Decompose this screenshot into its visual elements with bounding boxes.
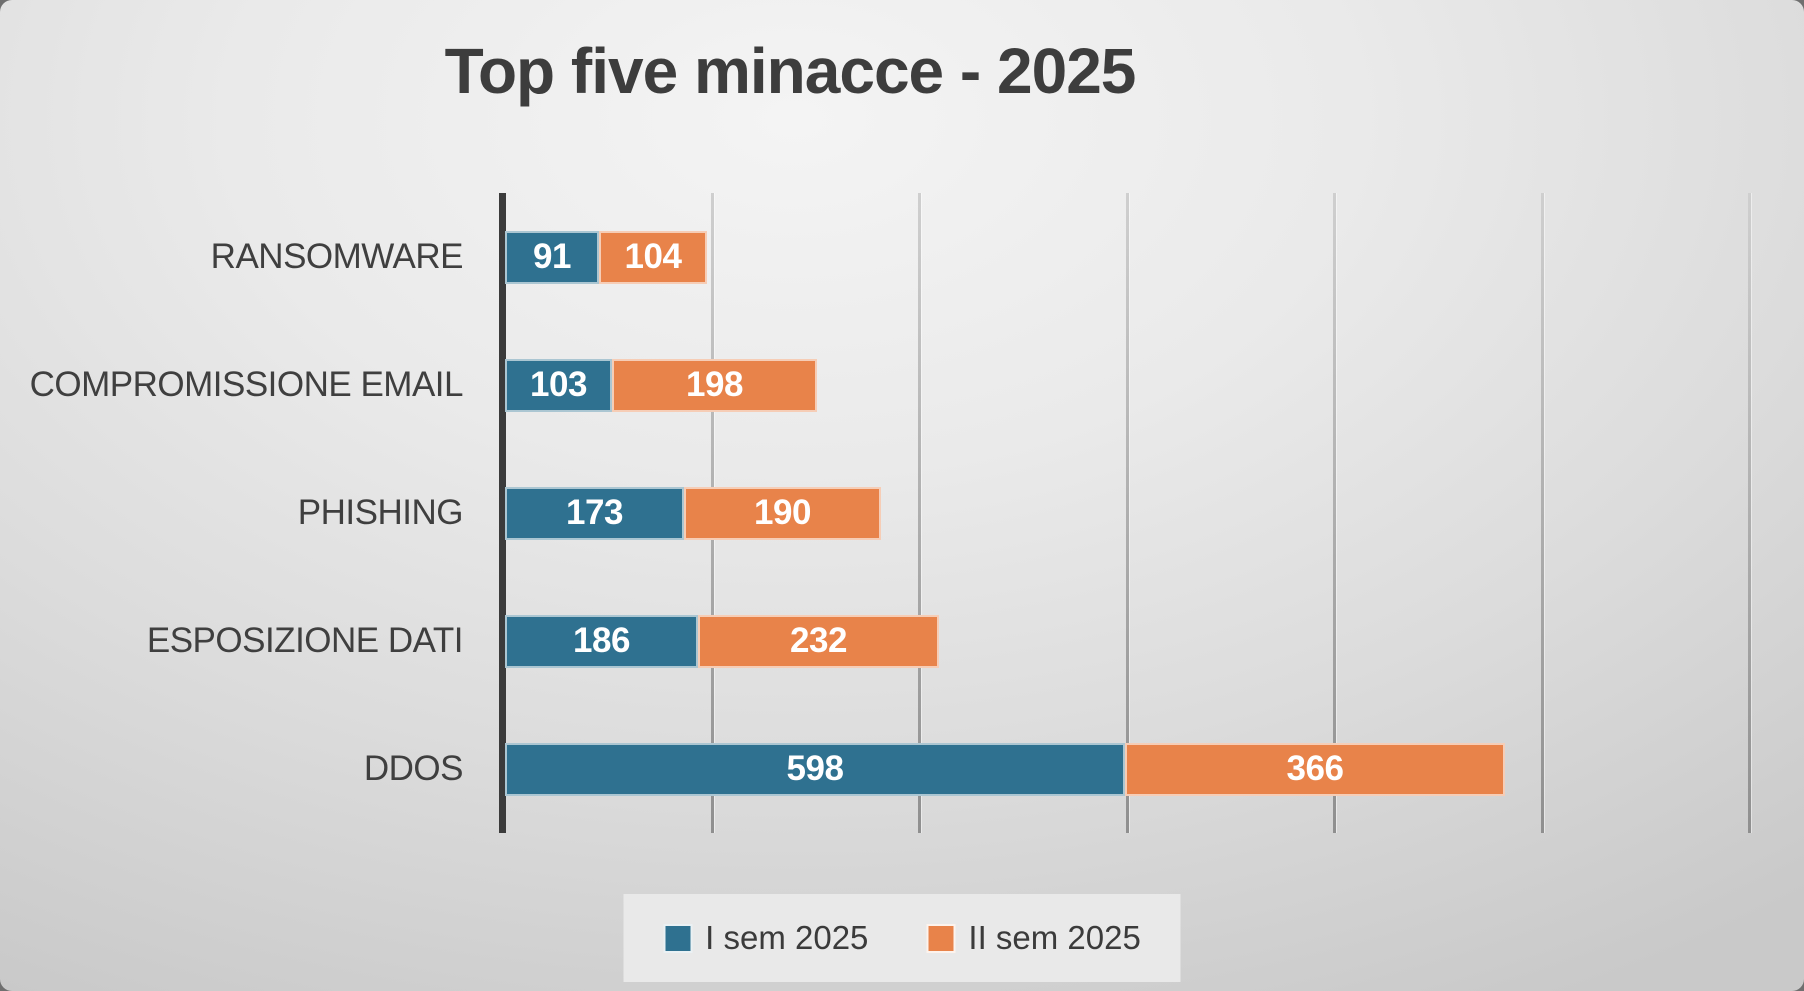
gridline-400 xyxy=(918,193,921,833)
gridline-600 xyxy=(1125,193,1129,833)
category-label: COMPROMISSIONE EMAIL xyxy=(29,365,464,404)
category-label: RANSOMWARE xyxy=(210,237,464,276)
bar-row: 173 190 xyxy=(505,486,881,540)
gridline-1200 xyxy=(1748,193,1751,833)
bar-value-label: 173 xyxy=(566,493,623,532)
bar-segment-series-1: 91 xyxy=(505,230,599,284)
gridline-1000 xyxy=(1540,193,1544,833)
gridline-800 xyxy=(1333,193,1336,833)
bar-segment-series-1: 103 xyxy=(505,358,612,412)
chart-title: Top five minacce - 2025 xyxy=(444,35,1137,107)
bar-segment-series-2: 198 xyxy=(612,358,817,412)
bar-value-label: 232 xyxy=(790,621,847,660)
category-label: PHISHING xyxy=(297,493,464,532)
bar-segment-series-2: 190 xyxy=(684,486,881,540)
bar-segment-series-2: 104 xyxy=(599,230,707,284)
bar-value-label: 366 xyxy=(1286,749,1344,788)
bar-segment-series-2: 232 xyxy=(698,614,939,668)
legend-swatch-icon xyxy=(926,923,956,953)
legend-item-series-1: I sem 2025 xyxy=(663,919,868,957)
bar-segment-series-1: 173 xyxy=(505,486,684,540)
bar-segment-series-1: 598 xyxy=(505,742,1125,796)
legend: I sem 2025 II sem 2025 xyxy=(623,894,1181,982)
bar-value-label: 91 xyxy=(533,237,571,276)
bar-row: 186 232 xyxy=(505,614,939,668)
category-axis-line xyxy=(499,193,506,833)
legend-item-series-2: II sem 2025 xyxy=(926,919,1141,957)
bar-value-label: 103 xyxy=(530,365,587,404)
bar-value-label: 104 xyxy=(624,237,682,276)
legend-swatch-icon xyxy=(663,923,693,953)
bar-value-label: 190 xyxy=(754,493,811,532)
bar-value-label: 598 xyxy=(786,749,844,788)
legend-label: I sem 2025 xyxy=(705,919,869,956)
bar-row: 103 198 xyxy=(505,358,817,412)
legend-label: II sem 2025 xyxy=(968,919,1141,956)
bar-value-label: 186 xyxy=(573,621,630,660)
bar-segment-series-1: 186 xyxy=(505,614,698,668)
bar-value-label: 198 xyxy=(686,365,743,404)
category-label: DDOS xyxy=(363,749,464,788)
bar-row: 91 104 xyxy=(505,230,707,284)
bar-segment-series-2: 366 xyxy=(1125,742,1505,796)
bar-row: 598 366 xyxy=(505,742,1505,796)
category-label: ESPOSIZIONE DATI xyxy=(146,621,464,660)
